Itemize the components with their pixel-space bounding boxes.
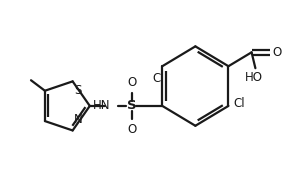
Text: S: S xyxy=(127,99,136,112)
Text: Cl: Cl xyxy=(153,72,164,85)
Text: O: O xyxy=(127,123,136,136)
Text: O: O xyxy=(127,76,136,89)
Text: S: S xyxy=(74,84,82,97)
Text: HN: HN xyxy=(93,99,111,112)
Text: HO: HO xyxy=(244,71,263,84)
Text: O: O xyxy=(273,46,282,59)
Text: Cl: Cl xyxy=(233,98,245,110)
Text: N: N xyxy=(74,113,82,126)
